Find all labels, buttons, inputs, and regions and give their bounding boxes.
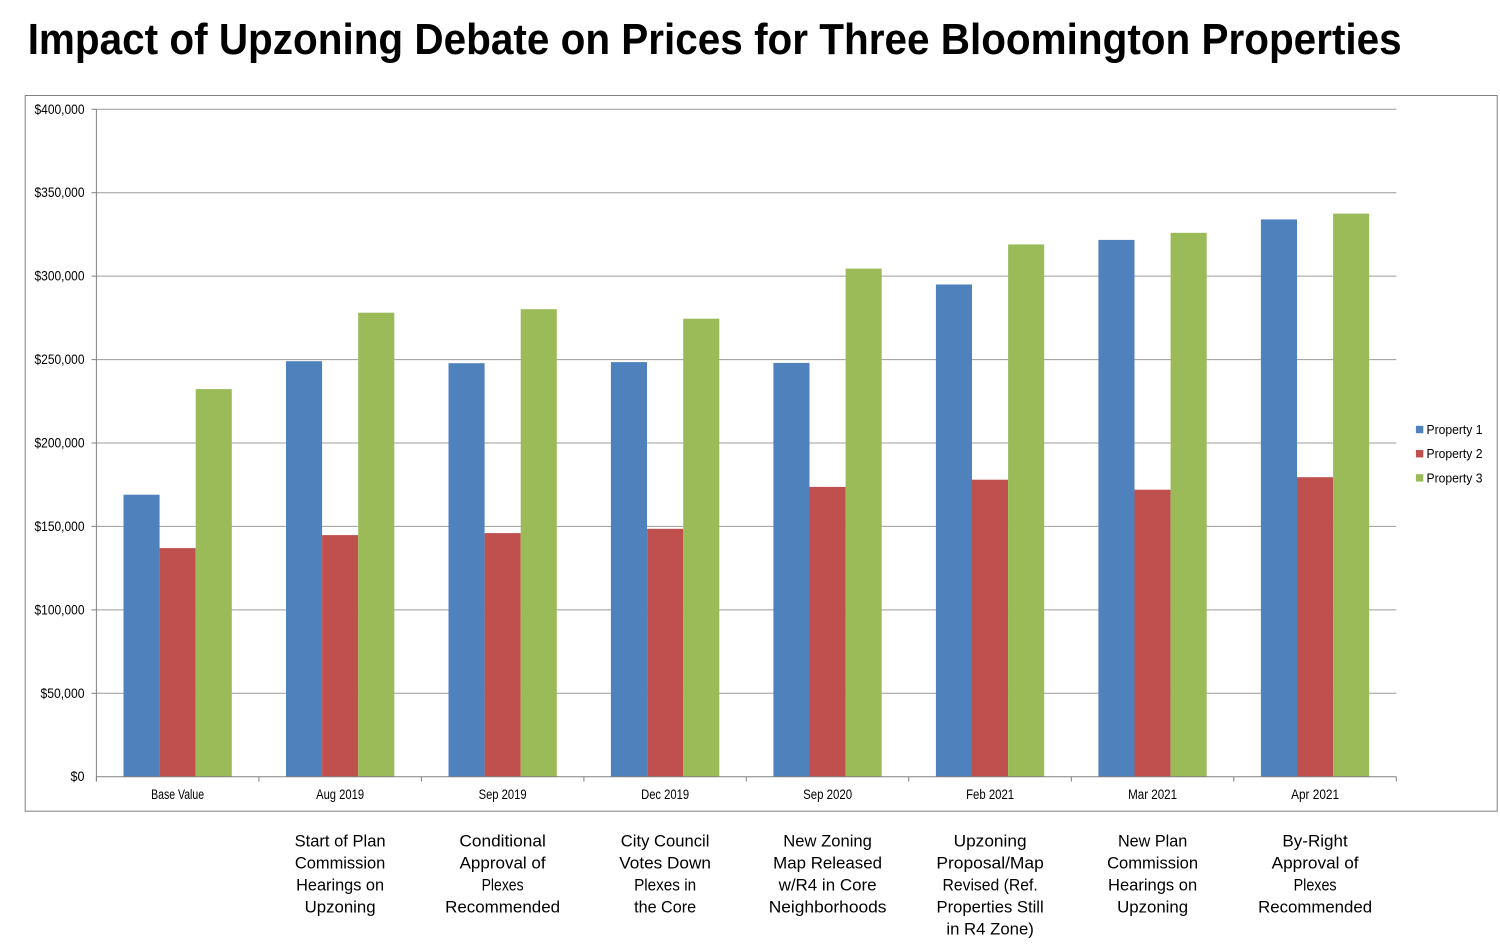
svg-text:Properties Still: Properties Still — [937, 898, 1044, 916]
svg-text:Recommended: Recommended — [1258, 898, 1372, 916]
svg-text:$150,000: $150,000 — [35, 519, 85, 534]
svg-text:$50,000: $50,000 — [41, 686, 85, 701]
svg-text:$250,000: $250,000 — [35, 352, 85, 367]
svg-text:Upzoning: Upzoning — [1117, 898, 1188, 916]
svg-text:Aug 2019: Aug 2019 — [316, 787, 364, 802]
svg-text:Property 3: Property 3 — [1427, 470, 1483, 485]
svg-text:Hearings on: Hearings on — [1108, 876, 1197, 894]
svg-text:Plexes in: Plexes in — [634, 876, 696, 894]
svg-text:$300,000: $300,000 — [35, 269, 85, 284]
svg-text:Conditional: Conditional — [459, 832, 545, 850]
svg-text:Proposal/Map: Proposal/Map — [936, 854, 1043, 872]
svg-text:in R4 Zone): in R4 Zone) — [946, 921, 1034, 939]
svg-text:Upzoning: Upzoning — [954, 832, 1027, 850]
svg-text:w/R4 in Core: w/R4 in Core — [778, 876, 877, 894]
svg-text:$400,000: $400,000 — [35, 102, 85, 117]
svg-text:New Zoning: New Zoning — [783, 832, 872, 850]
svg-text:City Council: City Council — [621, 832, 710, 850]
svg-text:Recommended: Recommended — [445, 898, 560, 916]
svg-text:New Plan: New Plan — [1118, 832, 1187, 850]
svg-text:Hearings on: Hearings on — [296, 876, 384, 894]
svg-text:Map Released: Map Released — [773, 854, 882, 872]
svg-text:Sep 2020: Sep 2020 — [803, 787, 852, 802]
svg-text:Plexes: Plexes — [1294, 876, 1337, 894]
svg-text:$200,000: $200,000 — [35, 436, 85, 451]
svg-text:Apr 2021: Apr 2021 — [1291, 787, 1339, 802]
svg-text:Feb 2021: Feb 2021 — [966, 787, 1014, 802]
svg-text:Commission: Commission — [1107, 854, 1198, 872]
svg-text:Commission: Commission — [295, 854, 386, 872]
svg-text:Dec 2019: Dec 2019 — [641, 787, 689, 802]
svg-text:Impact of Upzoning Debate on P: Impact of Upzoning Debate on Prices for … — [28, 15, 1402, 64]
svg-text:Plexes: Plexes — [482, 876, 524, 894]
svg-text:the Core: the Core — [634, 898, 696, 916]
svg-text:Upzoning: Upzoning — [305, 898, 376, 916]
svg-text:Sep 2019: Sep 2019 — [479, 787, 527, 802]
svg-text:Revised (Ref.: Revised (Ref. — [943, 876, 1038, 894]
svg-text:$100,000: $100,000 — [35, 602, 85, 617]
svg-text:Approval of: Approval of — [460, 854, 546, 872]
svg-text:Start of Plan: Start of Plan — [295, 832, 386, 850]
svg-text:Property 2: Property 2 — [1427, 446, 1483, 461]
svg-text:Mar 2021: Mar 2021 — [1128, 787, 1177, 802]
svg-text:$350,000: $350,000 — [35, 185, 85, 200]
svg-text:Property 1: Property 1 — [1427, 422, 1483, 437]
svg-text:Votes Down: Votes Down — [619, 854, 711, 872]
svg-text:Approval of: Approval of — [1272, 854, 1359, 872]
svg-text:Neighborhoods: Neighborhoods — [769, 898, 887, 916]
svg-text:$0: $0 — [71, 769, 85, 784]
svg-text:By-Right: By-Right — [1282, 832, 1348, 850]
svg-text:Base Value: Base Value — [151, 787, 204, 802]
